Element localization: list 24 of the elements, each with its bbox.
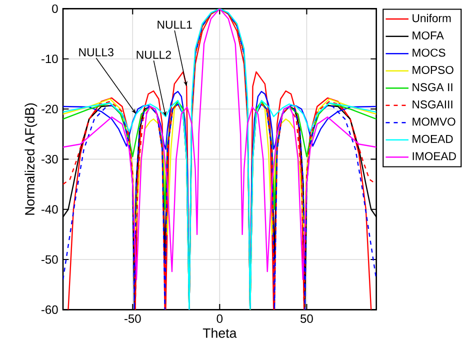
annotation: NULL3 (79, 48, 114, 56)
y-tick-label: -60 (41, 306, 58, 314)
x-axis-title: Theta (202, 328, 237, 338)
x-tick-label: 0 (216, 314, 223, 324)
annotation: NULL2 (136, 50, 171, 59)
legend-label: Uniform (412, 14, 451, 22)
annotation: NULL1 (158, 20, 192, 29)
legend-label: MOEAD (412, 135, 453, 144)
legend-label: NSGAIII (412, 100, 452, 109)
legend-label: MOCS (412, 48, 446, 57)
y-tick-label: -20 (41, 104, 58, 114)
y-tick-label: -50 (41, 255, 58, 264)
legend-label: MOMVO (412, 118, 456, 126)
legend-label: MOPSO (412, 66, 454, 74)
x-tick-label: -50 (124, 314, 141, 324)
legend-label: MOFA (412, 32, 444, 40)
legend-label: IMOEAD (412, 152, 456, 160)
legend-label: NSGA II (412, 83, 452, 92)
y-tick-label: -10 (41, 54, 58, 64)
y-axis-title: Normalized AF(dB) (24, 104, 38, 215)
y-tick-label: -30 (41, 155, 58, 164)
x-tick-label: 50 (300, 314, 313, 324)
y-tick-label: -40 (41, 205, 58, 214)
y-tick-label: 0 (52, 4, 58, 14)
